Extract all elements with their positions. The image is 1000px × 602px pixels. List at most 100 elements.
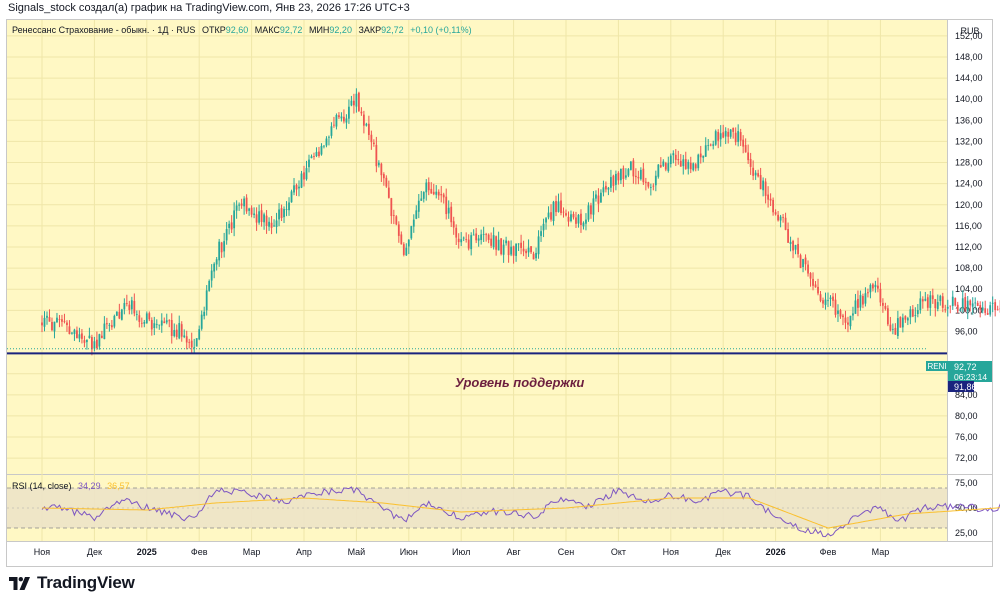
candle-body: [41, 322, 43, 326]
candle-body: [353, 100, 355, 106]
candle-body: [482, 234, 485, 235]
candle-body: [619, 168, 622, 181]
candle-body: [809, 273, 812, 279]
currency-label[interactable]: RUB: [960, 26, 979, 36]
time-tick-label: 2026: [766, 547, 786, 557]
support-annotation[interactable]: Уровень поддержки: [455, 375, 584, 390]
candle-body: [904, 316, 907, 320]
candle-body: [61, 319, 63, 322]
candle-body: [739, 132, 742, 141]
candle-body: [78, 334, 81, 339]
candle-body: [612, 175, 615, 186]
candle-body: [525, 250, 527, 254]
candle-body: [894, 327, 897, 335]
price-tick-label: 128,00: [955, 158, 983, 168]
candle-body: [230, 222, 233, 230]
candle-body: [639, 169, 642, 180]
candle-body: [200, 314, 203, 329]
candle-body: [238, 204, 241, 206]
candle-body: [300, 173, 303, 188]
candle-body: [158, 324, 161, 326]
candle-body: [208, 280, 211, 291]
candle-body: [275, 220, 278, 227]
candle-body: [457, 238, 460, 243]
candle-body: [148, 313, 151, 320]
candle-body: [225, 229, 228, 241]
candle-body: [333, 124, 335, 126]
candle-body: [432, 191, 435, 195]
candle-body: [979, 305, 982, 310]
candle-body: [263, 214, 265, 223]
low-value: 92,20: [329, 25, 352, 35]
candle-body: [936, 302, 939, 309]
candle-body: [819, 294, 822, 301]
candle-body: [530, 246, 532, 253]
candle-body: [450, 206, 453, 223]
candle-body: [822, 300, 824, 304]
candle-body: [155, 323, 158, 325]
time-tick-label: Ноя: [663, 547, 680, 557]
candle-body: [647, 182, 650, 187]
candle-body: [832, 296, 834, 301]
candle-body: [914, 315, 917, 316]
candle-body: [727, 131, 730, 137]
candle-body: [380, 163, 383, 176]
candle-body: [797, 243, 799, 255]
candle-body: [804, 257, 807, 265]
candle-body: [365, 123, 368, 126]
candle-body: [120, 309, 123, 320]
candle-body: [487, 234, 490, 240]
candle-body: [934, 299, 937, 309]
candle-body: [929, 295, 932, 308]
candle-body: [350, 100, 353, 106]
candle-body: [395, 216, 398, 225]
candle-body: [88, 335, 91, 338]
candle-body: [235, 205, 238, 211]
chart-area[interactable]: 152,00 148,00 144,00 140,00 136,00 132,00 128,…: [0, 0, 1000, 570]
candle-body: [956, 304, 959, 311]
candle-body: [939, 295, 942, 302]
candle-body: [550, 212, 552, 220]
candle-body: [844, 317, 847, 323]
candle-body: [649, 187, 652, 188]
candle-body: [405, 247, 408, 256]
rsi-label[interactable]: RSI (14, close): [12, 481, 72, 491]
rsi-tick-label: 75,00: [955, 478, 978, 488]
candle-body: [470, 235, 473, 250]
candle-body: [857, 298, 859, 308]
price-tick-label: 108,00: [955, 263, 983, 273]
candle-body: [203, 311, 206, 317]
tradingview-branding[interactable]: TradingView: [9, 573, 135, 593]
candle-body: [622, 168, 625, 179]
candle-body: [360, 111, 363, 114]
rsi-line: [41, 486, 1000, 538]
candle-body: [303, 172, 305, 180]
candle-body: [173, 330, 176, 337]
candle-body: [430, 188, 433, 194]
candle-body: [210, 270, 213, 281]
candle-body: [737, 131, 740, 142]
candle-body: [180, 324, 183, 337]
candle-body: [759, 175, 762, 190]
candle-body: [709, 144, 712, 146]
candle-body: [996, 309, 999, 311]
candle-body: [774, 212, 777, 215]
candle-body: [881, 302, 884, 306]
candle-body: [110, 325, 113, 328]
candle-body: [687, 161, 690, 169]
candle-body: [362, 114, 365, 126]
candle-body: [497, 239, 500, 251]
candle-body: [540, 231, 542, 236]
symbol-title[interactable]: Ренессанс Страхование - обыкн. · 1Д · RU…: [12, 25, 195, 35]
candle-body: [318, 151, 320, 157]
candle-body: [415, 210, 418, 219]
candle-body: [585, 219, 587, 224]
candle-body: [118, 311, 121, 319]
candle-body: [343, 116, 345, 122]
candle-body: [288, 202, 290, 211]
rsi-value: 34,29: [78, 481, 101, 491]
last-price-tag: 92,72: [954, 362, 977, 372]
candle-body: [600, 192, 602, 203]
candle-body: [520, 242, 522, 248]
candle-body: [477, 238, 480, 241]
